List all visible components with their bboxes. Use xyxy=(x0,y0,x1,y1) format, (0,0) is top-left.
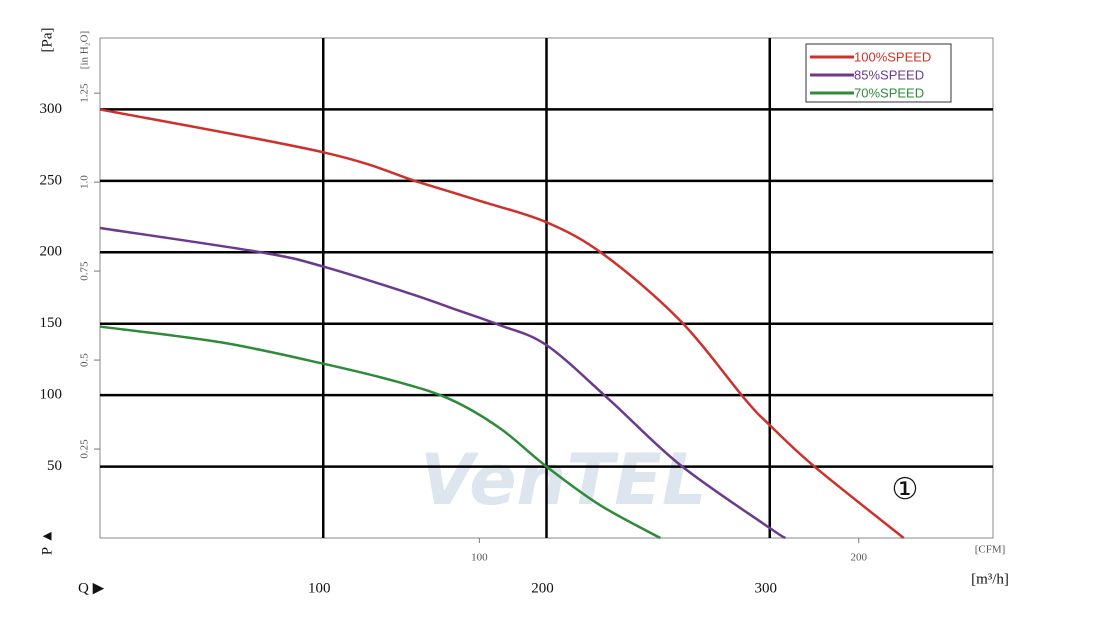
y-tick-label: 300 xyxy=(40,101,63,117)
y2-tick-label: 0.75 xyxy=(79,261,91,281)
y2-tick-label: 0.5 xyxy=(79,353,91,367)
legend-label: 85%SPEED xyxy=(854,67,924,82)
y-tick-label: 100 xyxy=(40,387,63,403)
y2-tick-label: 1.25 xyxy=(79,83,91,103)
y-tick-label: 200 xyxy=(40,244,63,260)
q-marker: Q ▶ xyxy=(78,580,105,596)
y-tick-label: 250 xyxy=(40,172,63,188)
annotation: ① xyxy=(892,473,919,506)
x-tick-label: 300 xyxy=(755,580,778,596)
x2-tick-label: 200 xyxy=(850,552,867,564)
y2-tick-label: 1.0 xyxy=(79,175,91,189)
y2-tick-label: 0.25 xyxy=(79,439,91,459)
p-marker: P ▲ xyxy=(39,529,55,555)
curve xyxy=(99,325,661,540)
y-tick-label: 150 xyxy=(40,315,63,331)
y-tick-label: 50 xyxy=(47,458,62,474)
curve xyxy=(99,226,787,540)
y2-axis-label: [in H₂O] xyxy=(79,31,91,69)
x2-tick-label: 100 xyxy=(471,552,488,564)
y-axis-label: [Pa] xyxy=(39,28,55,53)
legend-label: 100%SPEED xyxy=(854,49,931,64)
x-axis-label: [m³/h] xyxy=(971,571,1009,587)
curve xyxy=(99,108,905,539)
x-tick-label: 200 xyxy=(531,580,554,596)
legend-label: 70%SPEED xyxy=(854,85,924,100)
x2-axis-label: [CFM] xyxy=(975,544,1006,556)
x-tick-label: 100 xyxy=(308,580,331,596)
